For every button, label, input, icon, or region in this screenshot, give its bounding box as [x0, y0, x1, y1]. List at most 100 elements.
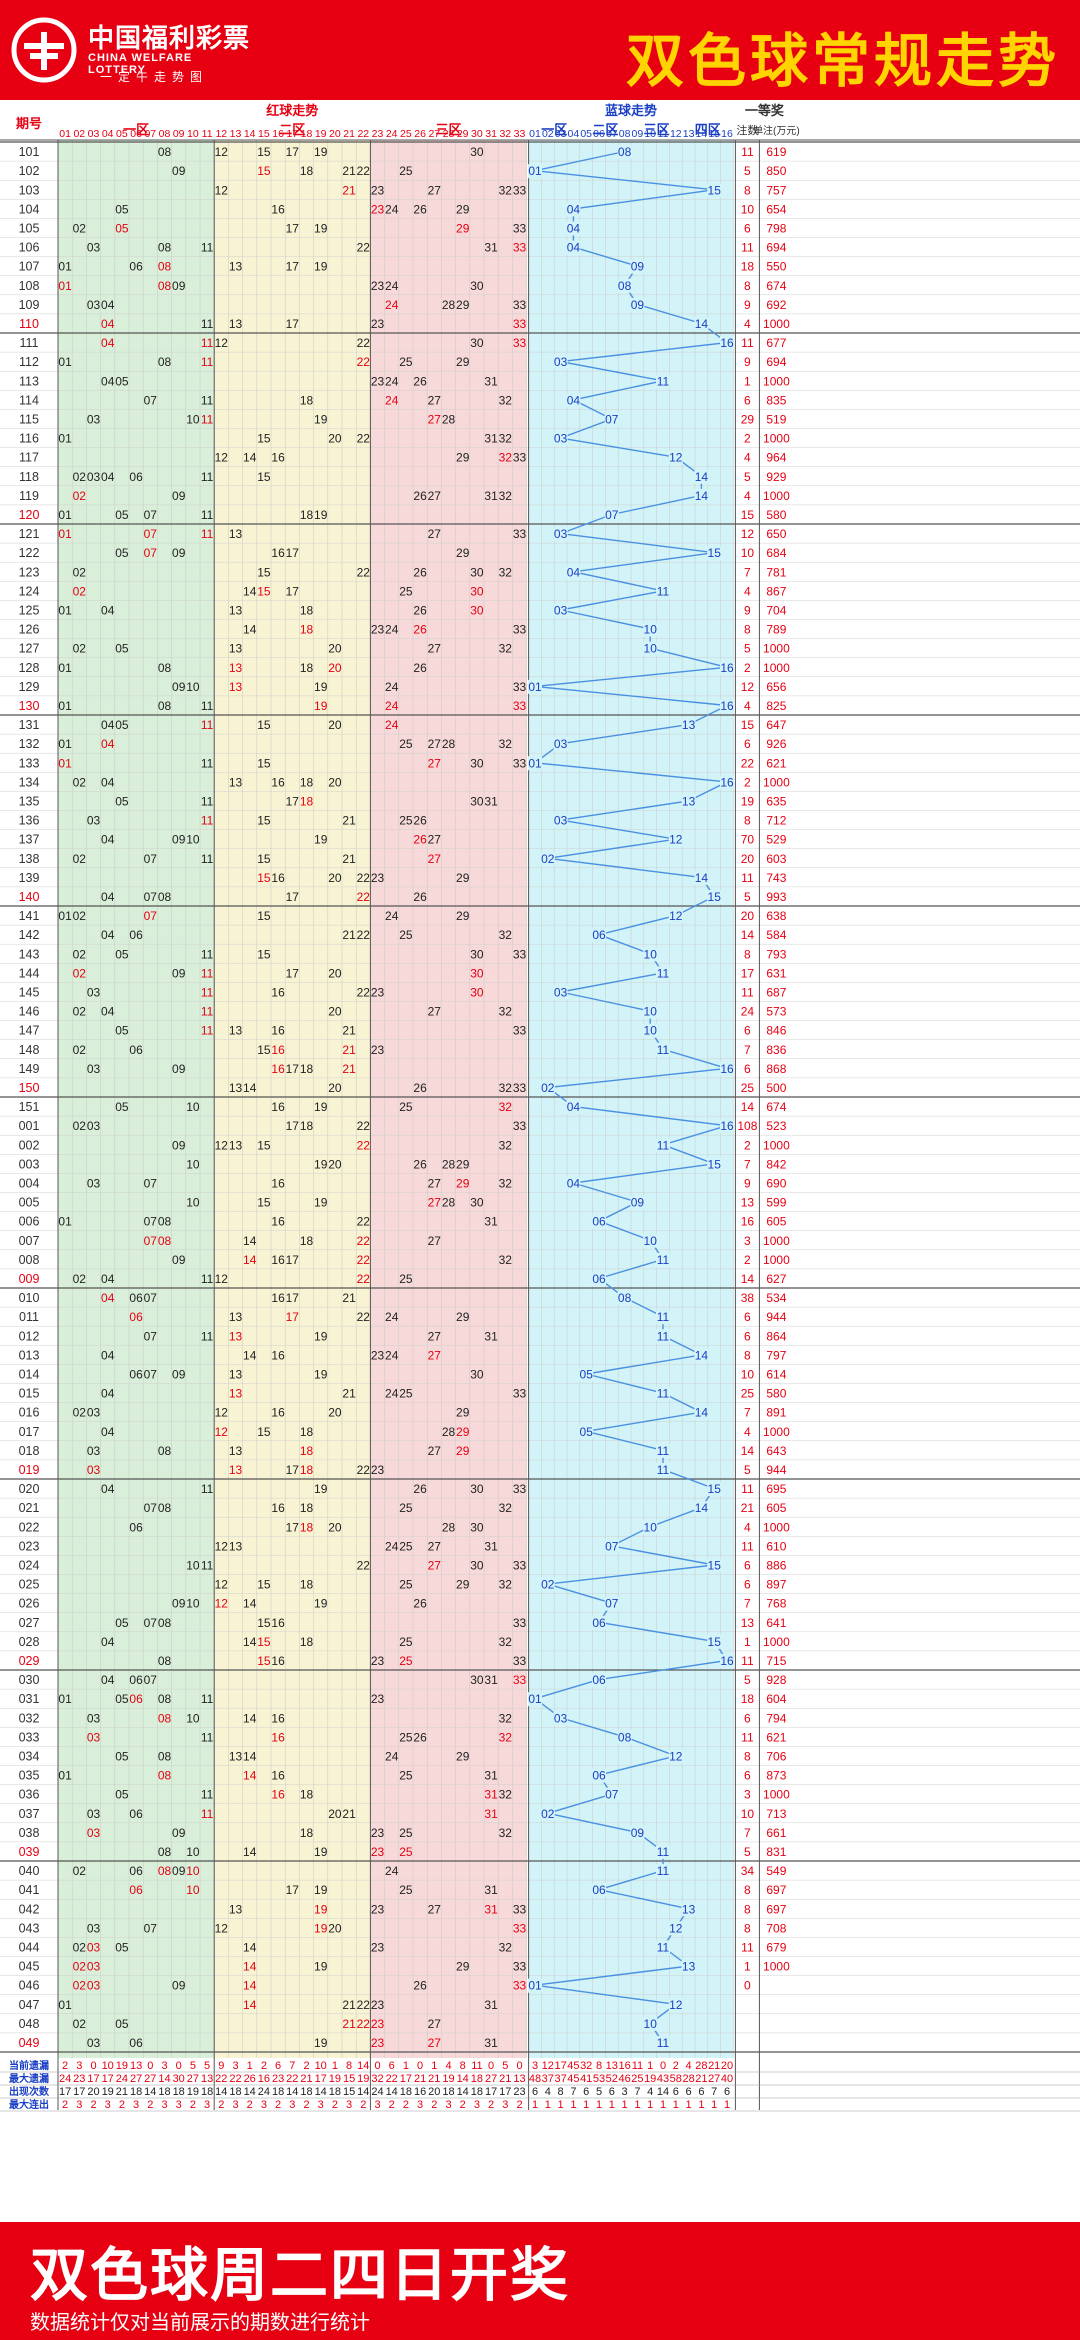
- blue-ball-cell: [707, 1482, 722, 1497]
- red-ball-number: 12: [215, 183, 229, 197]
- red-ball-number: 25: [399, 164, 413, 178]
- blue-ball-cell: [707, 546, 722, 561]
- red-ball-number: 30: [470, 584, 484, 598]
- red-ball-number: 29: [456, 1749, 470, 1763]
- red-ball-number: 27: [428, 393, 442, 407]
- blue-ball-cell: [540, 1806, 555, 1821]
- blue-zone-label: 四区: [695, 122, 721, 137]
- prize-amount: 873: [766, 1769, 786, 1783]
- red-ball-number: 13: [229, 1387, 243, 1401]
- issue-number: 008: [19, 1253, 40, 1267]
- red-ball-number: 29: [456, 1578, 470, 1592]
- red-ball-number: 09: [172, 1864, 186, 1878]
- red-ball-number: 24: [385, 1310, 399, 1324]
- issue-number: 118: [19, 470, 39, 484]
- stats-red-value: 18: [173, 2086, 185, 2098]
- stats-red-value: 3: [374, 2099, 380, 2111]
- blue-ball-cell: [720, 660, 734, 675]
- red-ball-number: 11: [201, 966, 214, 980]
- red-ball-number: 09: [172, 164, 186, 178]
- stats-red-value: 17: [59, 2086, 71, 2098]
- red-ball-number: 08: [158, 699, 172, 713]
- red-number-header: 25: [400, 128, 412, 140]
- blue-ball-number: 04: [567, 1100, 581, 1114]
- stats-red-value: 4: [445, 2060, 451, 2072]
- issue-number: 103: [19, 183, 40, 197]
- issue-number: 104: [19, 202, 40, 216]
- prize-winner-count: 8: [744, 1902, 751, 1916]
- prize-amount: 654: [766, 202, 786, 216]
- stats-blue-value: 4: [647, 2086, 653, 2098]
- stats-red-value: 10: [315, 2060, 327, 2072]
- stats-blue-value: 1: [711, 2099, 717, 2111]
- red-ball-number: 14: [243, 1081, 257, 1095]
- blue-ball-cell: [592, 1214, 606, 1229]
- blue-ball-cell: [604, 1596, 619, 1611]
- prize-amount: 842: [766, 1157, 786, 1171]
- stats-red-value: 18: [229, 2086, 241, 2098]
- red-ball-number: 16: [271, 1788, 285, 1802]
- blue-ball-number: 12: [669, 1921, 683, 1935]
- prize-title: 一等奖: [745, 103, 785, 118]
- red-ball-number: 23: [371, 317, 385, 331]
- prize-amount: 864: [766, 1329, 786, 1343]
- red-ball-number: 17: [286, 966, 300, 980]
- stats-blue-value: 11: [632, 2060, 643, 2072]
- red-ball-number: 29: [456, 1310, 470, 1324]
- red-ball-number: 22: [357, 1558, 371, 1572]
- blue-ball-cell: [528, 679, 542, 694]
- red-ball-number: 32: [499, 1253, 513, 1267]
- red-ball-number: 24: [385, 279, 399, 293]
- prize-winner-count: 7: [744, 1826, 751, 1840]
- red-ball-number: 16: [271, 775, 285, 789]
- red-ball-number: 31: [484, 241, 498, 255]
- blue-ball-cell: [720, 1653, 734, 1668]
- prize-winner-count: 1: [744, 1960, 751, 1974]
- blue-ball-number: 15: [708, 890, 722, 904]
- red-number-header: 07: [144, 128, 156, 140]
- stats-red-value: 18: [471, 2086, 483, 2098]
- prize-amount: 605: [766, 1215, 786, 1229]
- red-ball-number: 29: [456, 546, 470, 560]
- red-ball-number: 19: [314, 1883, 328, 1897]
- red-ball-number: 31: [484, 432, 498, 446]
- blue-ball-cell: [643, 1233, 658, 1248]
- blue-ball-number: 03: [554, 603, 568, 617]
- red-ball-number: 19: [314, 699, 328, 713]
- red-ball-number: 29: [456, 298, 470, 312]
- blue-ball-cell: [668, 1997, 683, 2012]
- red-ball-number: 22: [357, 1253, 371, 1267]
- red-ball-number: 32: [499, 1711, 513, 1725]
- red-ball-number: 26: [413, 661, 427, 675]
- blue-ball-cell: [656, 1138, 670, 1153]
- blue-ball-number: 09: [631, 298, 645, 312]
- red-ball-number: 11: [201, 355, 214, 369]
- blue-number-header: 07: [606, 128, 618, 140]
- stats-blue-value: 37: [542, 2073, 554, 2085]
- prize-amount: 603: [766, 852, 786, 866]
- red-ball-number: 27: [428, 183, 442, 197]
- stats-red-value: 22: [229, 2073, 241, 2085]
- stats-blue-value: 46: [618, 2073, 630, 2085]
- prize-winner-count: 8: [744, 947, 751, 961]
- issue-number: 122: [19, 546, 40, 560]
- red-ball-number: 04: [101, 374, 115, 388]
- red-ball-number: 21: [342, 183, 356, 197]
- red-ball-number: 15: [257, 584, 271, 598]
- blue-ball-number: 06: [592, 1883, 606, 1897]
- red-ball-number: 03: [87, 1711, 101, 1725]
- red-ball-number: 18: [300, 1520, 314, 1534]
- red-ball-number: 05: [115, 1024, 129, 1038]
- blue-ball-cell: [630, 1825, 645, 1840]
- red-ball-number: 01: [58, 527, 72, 541]
- blue-ball-cell: [553, 813, 568, 828]
- stats-red-value: 14: [357, 2086, 369, 2098]
- prize-winner-count: 2: [744, 1253, 751, 1267]
- stats-red-value: 21: [116, 2086, 128, 2098]
- red-ball-number: 01: [58, 603, 72, 617]
- red-ball-number: 10: [186, 1157, 200, 1171]
- red-ball-number: 32: [499, 489, 513, 503]
- red-number-header: 17: [286, 128, 298, 140]
- red-ball-number: 27: [428, 1329, 442, 1343]
- red-ball-number: 19: [314, 145, 328, 159]
